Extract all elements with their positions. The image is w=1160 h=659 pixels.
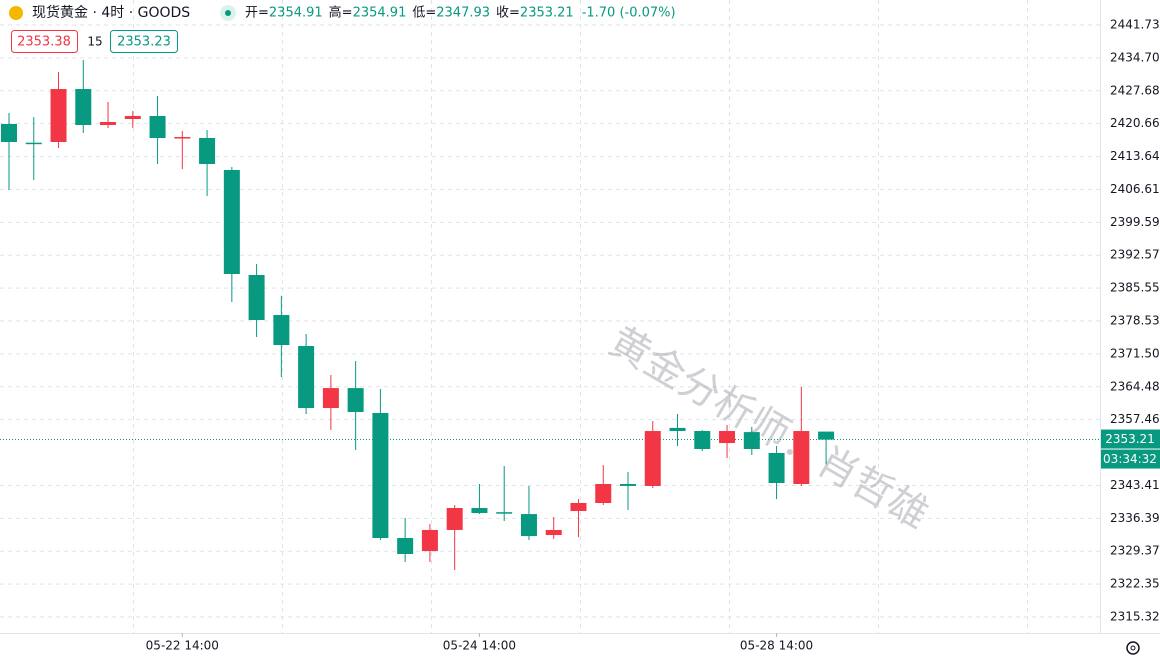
- candle-body: [248, 274, 265, 320]
- candle-body: [1, 124, 17, 142]
- y-tick-label: 2315.32: [1110, 609, 1160, 623]
- candle-body: [520, 514, 537, 537]
- x-tick-label: 05-24 14:00: [443, 639, 516, 653]
- candle-body: [496, 512, 513, 514]
- y-tick-label: 2427.68: [1110, 83, 1160, 97]
- ohlc-label: 开=: [245, 6, 269, 21]
- y-tick-label: 2420.66: [1110, 116, 1160, 130]
- buy-price[interactable]: 2353.23: [117, 35, 171, 50]
- y-tick-label: 2336.39: [1110, 511, 1160, 525]
- candle-body: [818, 431, 835, 440]
- settings-icon-center: [1130, 645, 1136, 651]
- symbol-title: 现货黄金 · 4时 · GOODS: [32, 4, 190, 21]
- ohlc-label: 低=: [412, 6, 436, 21]
- ohlc-value: 2347.93: [436, 6, 490, 21]
- y-tick-label: 2371.50: [1110, 346, 1160, 360]
- y-tick-label: 2413.64: [1110, 149, 1160, 163]
- status-dot: [225, 10, 231, 16]
- candle-body: [397, 538, 414, 554]
- y-tick-label: 2322.35: [1110, 577, 1160, 591]
- change: -1.70 (-0.07%): [582, 6, 676, 21]
- y-tick-label: 2399.59: [1110, 215, 1160, 229]
- price-label: 2353.21: [1105, 432, 1155, 446]
- y-tick-label: 2329.37: [1110, 544, 1160, 558]
- x-tick-label: 05-28 14:00: [740, 639, 813, 653]
- candle-body: [644, 431, 661, 487]
- candle-body: [372, 412, 389, 539]
- candle-body: [347, 388, 364, 413]
- candle-body: [199, 138, 216, 164]
- candle-body: [743, 432, 760, 450]
- candle-body: [223, 169, 240, 275]
- ohlc-value: 2353.21: [520, 6, 574, 21]
- candle-body: [100, 121, 117, 125]
- x-tick-label: 05-22 14:00: [146, 639, 219, 653]
- y-tick-label: 2441.73: [1110, 18, 1160, 32]
- sell-box[interactable]: [11, 30, 78, 53]
- y-tick-label: 2406.61: [1110, 182, 1160, 196]
- candle-body: [75, 89, 92, 125]
- y-tick-label: 2357.46: [1110, 412, 1160, 426]
- candle-body: [25, 142, 42, 145]
- candle-body: [273, 315, 290, 345]
- candle-body: [471, 508, 488, 514]
- y-tick-label: 2392.57: [1110, 248, 1160, 262]
- candle-body: [694, 431, 711, 450]
- candle-body: [322, 388, 339, 409]
- candle-body: [124, 115, 141, 119]
- candle-body: [793, 431, 810, 484]
- candle-body: [174, 137, 191, 139]
- countdown: 03:34:32: [1103, 452, 1157, 466]
- y-tick-label: 2343.41: [1110, 478, 1160, 492]
- ohlc-value: 2354.91: [353, 6, 407, 21]
- sell-price[interactable]: 2353.38: [17, 35, 71, 50]
- spread: 15: [87, 35, 102, 49]
- candle-body: [620, 483, 636, 486]
- countdown-box: [1101, 449, 1160, 469]
- y-tick-label: 2385.55: [1110, 281, 1160, 295]
- y-tick-label: 2378.53: [1110, 313, 1160, 327]
- candle-body: [595, 483, 612, 504]
- settings-icon[interactable]: [1126, 641, 1140, 655]
- candle-body: [446, 508, 463, 530]
- candle-body: [149, 115, 166, 139]
- candle-body: [421, 529, 438, 552]
- ohlc-label: 高=: [329, 5, 353, 21]
- candle-body: [570, 503, 587, 512]
- buy-box[interactable]: [110, 30, 178, 53]
- symbol-icon: [9, 6, 23, 20]
- ohlc-label: 收=: [496, 6, 520, 21]
- candle-body: [669, 427, 686, 432]
- candle-body: [545, 529, 562, 536]
- candle-body: [719, 431, 736, 444]
- ohlc-value: 2354.91: [269, 6, 323, 21]
- y-tick-label: 2434.70: [1110, 50, 1160, 64]
- watermark: 黄金分析师：肖哲雄: [602, 318, 937, 538]
- candle-body: [768, 452, 785, 484]
- header: 现货黄金 · 4时 · GOODS -1.70 (-0.07%) 2353.38…: [9, 4, 676, 53]
- price-label-box: [1101, 429, 1160, 449]
- y-tick-label: 2364.48: [1110, 379, 1160, 393]
- candle-body: [298, 346, 315, 409]
- candle-body: [50, 89, 67, 142]
